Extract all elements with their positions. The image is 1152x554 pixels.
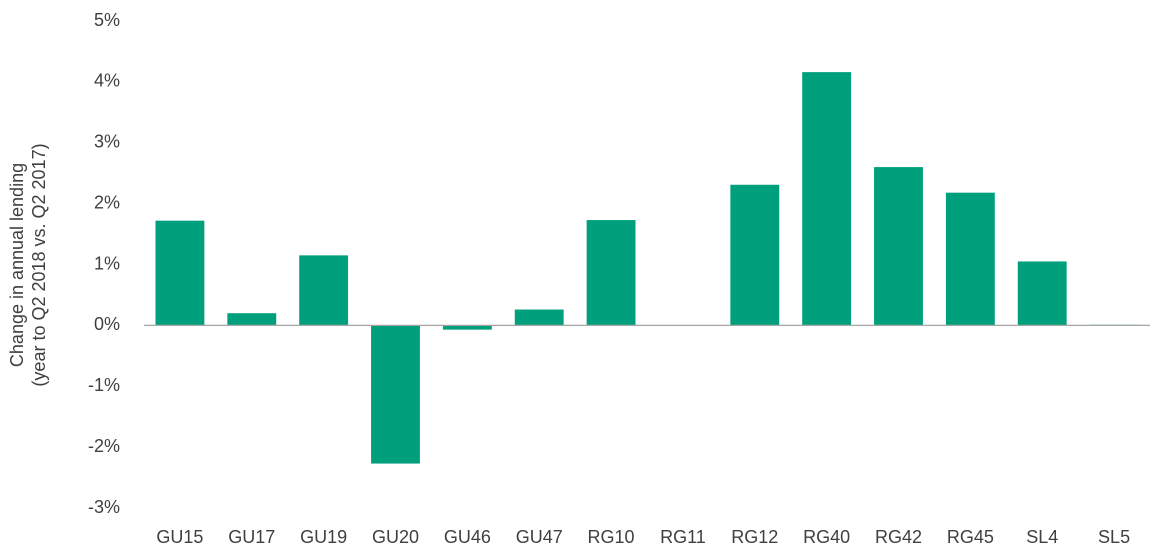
bar: [730, 184, 780, 326]
bar: [299, 255, 349, 326]
x-tick-label: GU20: [372, 527, 419, 547]
bar: [155, 220, 205, 326]
x-tick-label: GU15: [156, 527, 203, 547]
bar: [371, 325, 420, 464]
x-tick-label: GU47: [516, 527, 563, 547]
y-axis-title: Change in annual lending (year to Q2 201…: [7, 143, 49, 386]
x-tick-label: RG11: [660, 527, 706, 547]
y-tick-label: -2%: [88, 436, 120, 456]
bar: [586, 220, 636, 326]
x-tick-label: RG10: [588, 527, 635, 547]
y-axis-title-line: Change in annual lending: [7, 163, 27, 367]
x-tick-label: RG40: [803, 527, 850, 547]
bar: [227, 313, 277, 326]
x-tick-label: SL5: [1098, 527, 1130, 547]
bar: [442, 325, 492, 330]
y-tick-label: -3%: [88, 497, 120, 517]
x-tick-label: RG45: [947, 527, 994, 547]
y-tick-label: -1%: [88, 375, 120, 395]
y-tick-label: 2%: [94, 192, 120, 212]
bar: [874, 167, 923, 326]
y-tick-label: 0%: [94, 314, 120, 334]
bar: [514, 309, 564, 326]
x-tick-label: GU46: [444, 527, 491, 547]
y-tick-label: 3%: [94, 132, 120, 152]
x-tick-label: RG12: [731, 527, 778, 547]
x-tick-label: GU19: [300, 527, 347, 547]
y-axis-title-line: (year to Q2 2018 vs. Q2 2017): [29, 143, 49, 386]
x-tick-label: SL4: [1026, 527, 1058, 547]
y-tick-label: 5%: [94, 10, 120, 30]
y-tick-label: 1%: [94, 253, 120, 273]
x-tick-label: GU17: [228, 527, 275, 547]
y-tick-label: 4%: [94, 71, 120, 91]
bar: [945, 192, 995, 326]
bar: [1017, 261, 1067, 326]
bar: [802, 72, 852, 326]
x-tick-label: RG42: [875, 527, 922, 547]
